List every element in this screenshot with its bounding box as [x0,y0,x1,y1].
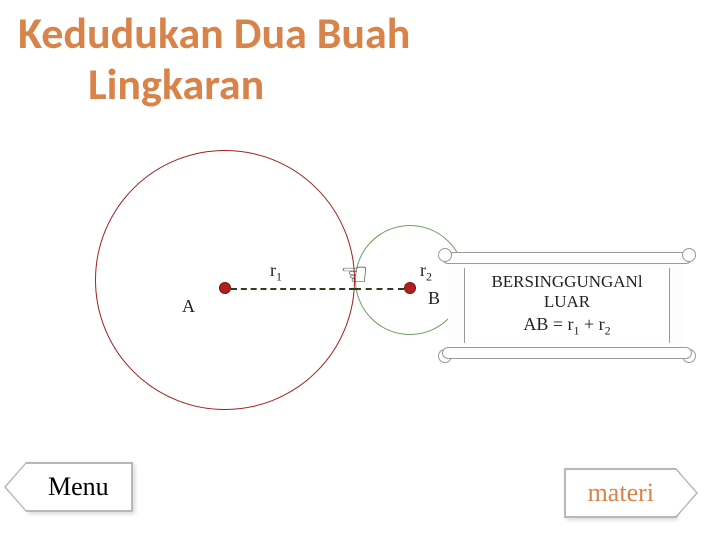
title-line-1: Kedudukan Dua Buah [18,8,410,59]
center-a-dot [219,282,231,294]
materi-button[interactable]: materi [564,468,698,518]
plaque-line-1: BERSINGGUNGANl LUAR [467,272,667,312]
r1-label: r1 [270,260,282,285]
pointer-icon: ☜ [340,258,369,290]
plaque-ab-equals: AB = [523,314,567,334]
plaque-r2-sub: 2 [605,324,611,338]
menu-button[interactable]: Menu [4,462,133,512]
relation-plaque: BERSINGGUNGANl LUAR AB = r1 + r2 [448,258,686,353]
r2-sub: 2 [426,270,432,284]
r1-sub: 1 [276,270,282,284]
center-b-label: B [428,288,440,309]
center-b-dot [404,282,416,294]
plaque-plus: + [584,314,599,334]
page-title: Kedudukan Dua Buah Lingkaran [18,8,410,109]
title-line-2: Lingkaran [18,59,410,110]
center-a-label: A [182,296,195,317]
materi-label: materi [588,478,654,508]
menu-label: Menu [48,472,109,502]
plaque-r1-sub: 1 [574,324,580,338]
radius-r1-line [231,288,355,290]
r2-label: r2 [420,260,432,285]
circle-a [95,150,355,410]
plaque-line-2: AB = r1 + r2 [467,314,667,339]
